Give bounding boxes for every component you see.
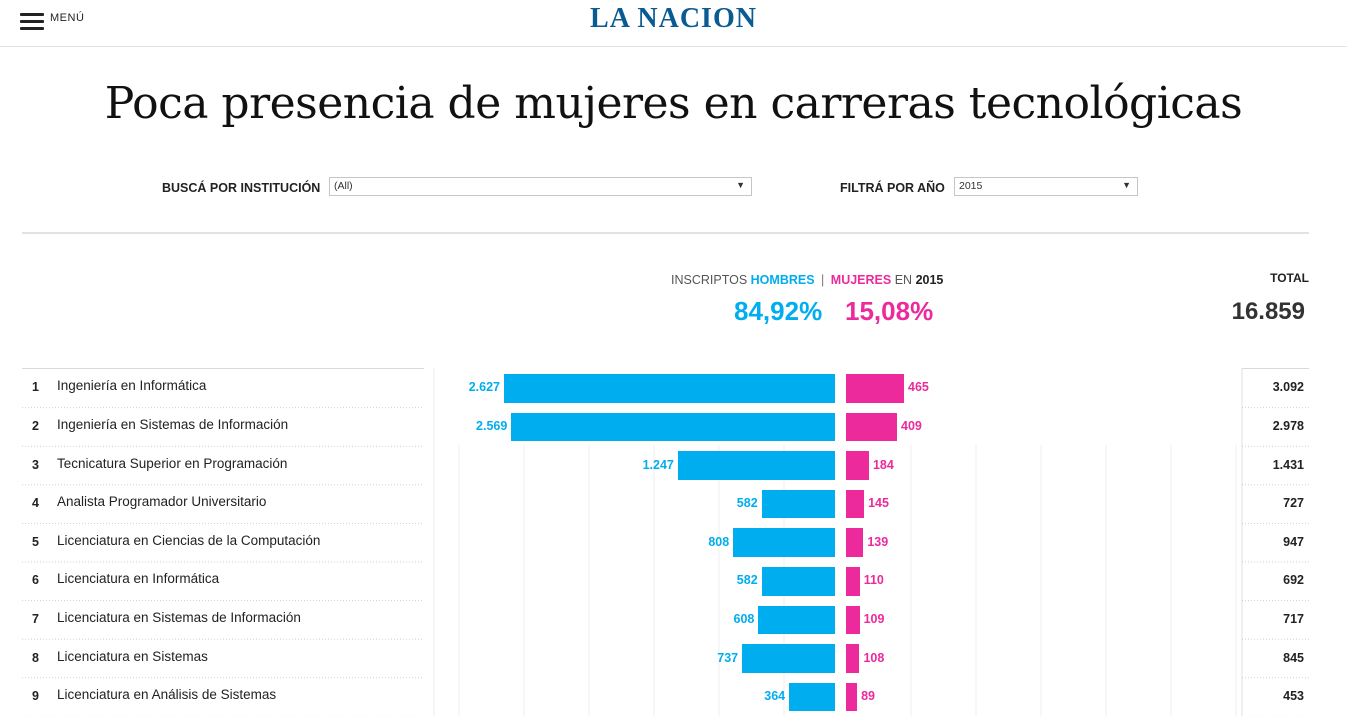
men-bar[interactable] — [761, 489, 835, 519]
row-rank: 2 — [32, 418, 39, 433]
women-bar[interactable] — [846, 644, 860, 673]
women-value-label: 139 — [867, 534, 889, 549]
institution-select[interactable]: (All) ▼ — [329, 177, 752, 196]
career-name: Licenciatura en Sistemas — [57, 648, 208, 664]
institution-select-value: (All) — [334, 180, 353, 192]
row-total: 845 — [1283, 650, 1304, 665]
career-name: Tecnicatura Superior en Programación — [57, 455, 288, 471]
career-name: Licenciatura en Informática — [57, 571, 220, 587]
men-value-label: 2.627 — [468, 380, 500, 395]
women-bar[interactable] — [846, 489, 865, 519]
page-title: Poca presencia de mujeres en carreras te… — [104, 78, 1243, 129]
men-value-label: 737 — [717, 650, 739, 665]
total-label: TOTAL — [1270, 271, 1309, 285]
row-total: 947 — [1283, 534, 1304, 549]
women-bar[interactable] — [846, 451, 869, 480]
row-rank: 3 — [32, 457, 39, 472]
men-value-label: 808 — [708, 534, 730, 549]
row-total: 2.978 — [1272, 418, 1304, 433]
career-name: Analista Programador Universitario — [57, 494, 267, 510]
career-name: Licenciatura en Ciencias de la Computaci… — [57, 532, 321, 548]
women-value-label: 108 — [863, 650, 885, 665]
year-select-value: 2015 — [959, 180, 983, 192]
summary-separator: | — [821, 273, 825, 287]
row-rank: 8 — [32, 650, 39, 665]
men-value-label: 364 — [764, 689, 786, 704]
women-value-label: 89 — [861, 689, 875, 704]
institution-filter-label: BUSCÁ POR INSTITUCIÓN — [162, 181, 321, 195]
career-name: Ingeniería en Sistemas de Información — [57, 416, 289, 432]
men-bar[interactable] — [761, 567, 835, 596]
row-total: 3.092 — [1272, 380, 1304, 395]
row-total: 717 — [1283, 611, 1304, 626]
women-bar[interactable] — [846, 412, 897, 442]
row-total: 453 — [1283, 689, 1304, 704]
women-value-label: 465 — [908, 380, 929, 395]
year-filter-label: FILTRÁ POR AÑO — [840, 181, 945, 195]
men-value-label: 2.569 — [476, 418, 508, 433]
women-bar[interactable] — [846, 528, 864, 557]
men-value-label: 608 — [733, 611, 755, 626]
men-bar[interactable] — [758, 605, 835, 635]
row-total: 1.431 — [1272, 457, 1304, 472]
top-bar: MENÚ LA NACION — [0, 0, 1347, 47]
career-name: Licenciatura en Análisis de Sistemas — [57, 687, 277, 703]
chevron-down-icon: ▼ — [1122, 180, 1131, 190]
women-label: MUJERES — [830, 273, 892, 287]
women-bar[interactable] — [846, 374, 904, 403]
men-bar[interactable] — [789, 682, 835, 712]
row-rank: 6 — [32, 573, 39, 588]
women-bar[interactable] — [846, 682, 858, 712]
men-bar[interactable] — [677, 451, 835, 480]
women-value-label: 109 — [863, 611, 885, 626]
men-value-label: 1.247 — [642, 457, 674, 472]
men-bar[interactable] — [511, 412, 835, 442]
summary-year: 2015 — [915, 273, 944, 287]
year-select[interactable]: 2015 ▼ — [954, 177, 1138, 196]
career-name: Licenciatura en Sistemas de Información — [57, 609, 301, 625]
men-bar[interactable] — [504, 374, 835, 403]
women-bar[interactable] — [846, 567, 860, 596]
row-total: 692 — [1283, 573, 1304, 588]
summary-prefix: INSCRIPTOS — [671, 273, 748, 287]
men-bar[interactable] — [742, 644, 835, 673]
women-value-label: 110 — [863, 573, 884, 588]
row-rank: 4 — [32, 496, 39, 511]
men-label: HOMBRES — [750, 273, 815, 287]
men-value-label: 582 — [736, 496, 758, 511]
menu-label: MENÚ — [50, 12, 85, 24]
hamburger-icon — [20, 13, 44, 31]
row-rank: 1 — [32, 380, 39, 395]
divider — [22, 232, 1309, 234]
row-rank: 9 — [32, 689, 39, 704]
women-value-label: 184 — [872, 457, 894, 472]
chevron-down-icon: ▼ — [736, 180, 745, 190]
women-value-label: 145 — [868, 496, 889, 511]
women-value-label: 409 — [901, 418, 922, 433]
career-name: Ingeniería en Informática — [57, 378, 207, 394]
men-percentage: 84,92% — [734, 296, 823, 326]
row-total: 727 — [1283, 496, 1304, 511]
total-value: 16.859 — [1231, 298, 1305, 325]
women-percentage: 15,08% — [845, 296, 934, 326]
men-bar[interactable] — [733, 528, 835, 557]
women-bar[interactable] — [846, 605, 860, 635]
row-rank: 5 — [32, 534, 39, 549]
row-rank: 7 — [32, 611, 39, 626]
summary-header: INSCRIPTOS HOMBRES | MUJERES EN 2015 — [671, 273, 943, 287]
site-logo[interactable]: LA NACION — [590, 3, 757, 34]
men-value-label: 582 — [736, 573, 758, 588]
summary-in: EN — [894, 273, 913, 287]
